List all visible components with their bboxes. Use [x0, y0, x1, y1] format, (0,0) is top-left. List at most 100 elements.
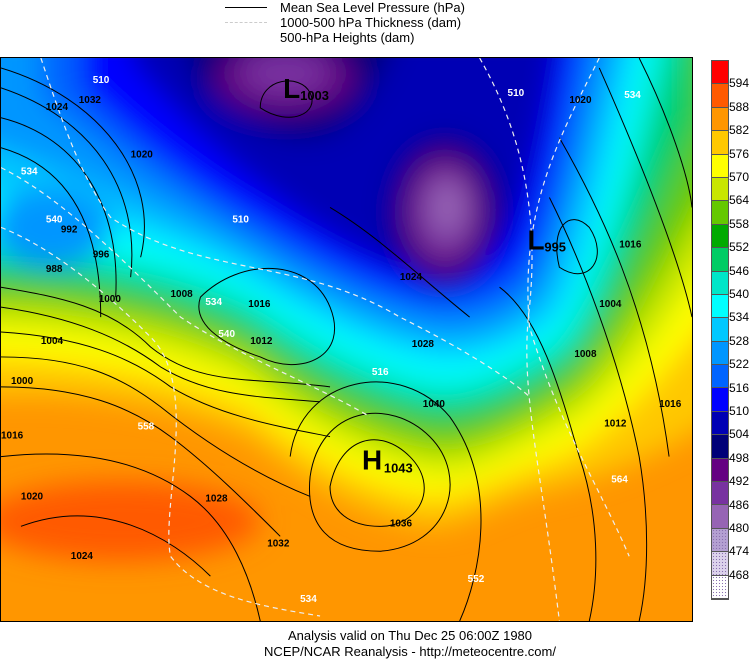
colorbar-swatch	[712, 177, 728, 202]
colorbar-label: 492	[729, 474, 750, 489]
colorbar-label: 540	[729, 287, 750, 301]
svg-text:1008: 1008	[171, 289, 194, 300]
svg-text:540: 540	[46, 214, 63, 225]
svg-text:995: 995	[544, 239, 566, 254]
svg-text:564: 564	[611, 474, 628, 485]
svg-text:1012: 1012	[604, 419, 627, 430]
svg-text:1032: 1032	[79, 95, 102, 106]
colorbar-label: 564	[729, 193, 750, 208]
svg-text:516: 516	[372, 367, 389, 378]
colorbar-label: 558	[729, 216, 750, 231]
svg-text:1016: 1016	[1, 431, 24, 442]
colorbar-swatch	[712, 552, 728, 576]
solid-line-swatch	[225, 7, 267, 8]
valid-time: Analysis valid on Thu Dec 25 06:00Z 1980	[287, 628, 533, 643]
colorbar-swatch	[712, 318, 728, 342]
svg-text:552: 552	[468, 574, 485, 585]
colorbar-label: 528	[729, 333, 750, 348]
colorbar-label: 570	[729, 170, 750, 184]
thickness-labels: 510 534 540 510 534 540 516 534 552 564 …	[21, 75, 641, 605]
svg-text:1043: 1043	[384, 461, 413, 476]
svg-text:1000: 1000	[11, 376, 34, 387]
svg-text:1024: 1024	[46, 102, 69, 113]
svg-text:540: 540	[218, 329, 235, 340]
svg-text:H: H	[362, 445, 382, 476]
svg-text:L: L	[527, 224, 544, 255]
colorbar-label: 552	[729, 240, 750, 255]
isobars	[1, 58, 692, 621]
svg-text:1004: 1004	[41, 336, 64, 347]
colorbar-label: 588	[729, 99, 750, 114]
colorbar-label: 594	[729, 76, 750, 91]
svg-text:1016: 1016	[248, 299, 271, 310]
thickness-lines	[1, 58, 630, 621]
colorbar-swatch	[712, 341, 728, 366]
svg-text:1028: 1028	[205, 493, 228, 504]
isobar-labels: 1024 1032 1020 1008 1016 1012 1004 1000 …	[1, 95, 682, 562]
colorbar-swatch	[712, 61, 728, 85]
legend-thickness: 1000-500 hPa Thickness (dam)	[280, 15, 462, 30]
colorbar-label: 522	[729, 357, 750, 372]
colorbar-swatch	[712, 107, 728, 132]
svg-text:558: 558	[138, 422, 155, 433]
svg-text:1020: 1020	[21, 491, 44, 502]
colorbar-swatch	[712, 505, 728, 529]
dashed-line-swatch	[225, 22, 267, 23]
colorbar-swatch	[712, 248, 728, 272]
svg-text:1024: 1024	[71, 551, 94, 562]
colorbar-swatch	[712, 201, 728, 225]
svg-text:1000: 1000	[99, 294, 122, 305]
svg-text:1028: 1028	[412, 339, 435, 350]
svg-text:1040: 1040	[423, 399, 446, 410]
map-legend: Mean Sea Level Pressure (hPa) 1000-500 h…	[225, 0, 465, 45]
colorbar-swatch	[712, 131, 728, 155]
high-pressure-center: H 1043	[362, 445, 413, 476]
svg-text:534: 534	[300, 594, 317, 605]
low-pressure-center: L 995	[527, 224, 566, 255]
svg-text:1008: 1008	[574, 349, 597, 360]
data-source: NCEP/NCAR Reanalysis - http://meteocentr…	[264, 644, 556, 659]
colorbar-swatch	[712, 84, 728, 108]
colorbar	[711, 60, 729, 600]
colorbar-label: 582	[729, 123, 750, 138]
svg-text:510: 510	[93, 75, 110, 86]
svg-text:1016: 1016	[619, 239, 642, 250]
colorbar-label: 498	[729, 450, 750, 465]
colorbar-label: 486	[729, 497, 750, 512]
colorbar-swatch	[712, 528, 728, 553]
colorbar-label: 480	[729, 521, 750, 535]
svg-text:1012: 1012	[250, 336, 273, 347]
svg-text:996: 996	[93, 249, 110, 260]
weather-map: L 1003 L 995 H 1043 1024 1032 1020 1008 101…	[0, 57, 693, 622]
svg-text:L: L	[283, 73, 300, 104]
svg-text:1004: 1004	[599, 299, 622, 310]
svg-text:992: 992	[61, 224, 78, 235]
svg-text:988: 988	[46, 264, 63, 275]
colorbar-swatch	[712, 365, 728, 389]
svg-text:534: 534	[624, 90, 641, 101]
colorbar-swatch	[712, 154, 728, 178]
colorbar-swatch	[712, 294, 728, 319]
colorbar-swatch	[712, 271, 728, 295]
colorbar-label: 546	[729, 263, 750, 278]
colorbar-swatch	[712, 575, 728, 599]
svg-text:1036: 1036	[390, 518, 413, 529]
height-field	[1, 58, 692, 621]
svg-text:1003: 1003	[300, 88, 329, 103]
colorbar-label: 474	[729, 544, 750, 559]
svg-text:1016: 1016	[659, 399, 682, 410]
colorbar-swatch	[712, 224, 728, 249]
svg-text:510: 510	[508, 88, 525, 99]
colorbar-label: 516	[729, 380, 750, 395]
colorbar-label: 534	[729, 310, 750, 325]
colorbar-label: 576	[729, 146, 750, 161]
colorbar-swatch	[712, 388, 728, 412]
colorbar-swatch	[712, 411, 728, 436]
colorbar-label: 510	[729, 404, 750, 418]
colorbar-label: 468	[729, 567, 750, 582]
svg-text:1020: 1020	[131, 150, 154, 161]
svg-text:1032: 1032	[267, 538, 290, 549]
svg-text:1024: 1024	[400, 272, 423, 283]
colorbar-swatch	[712, 482, 728, 506]
legend-heights: 500-hPa Heights (dam)	[280, 30, 415, 45]
